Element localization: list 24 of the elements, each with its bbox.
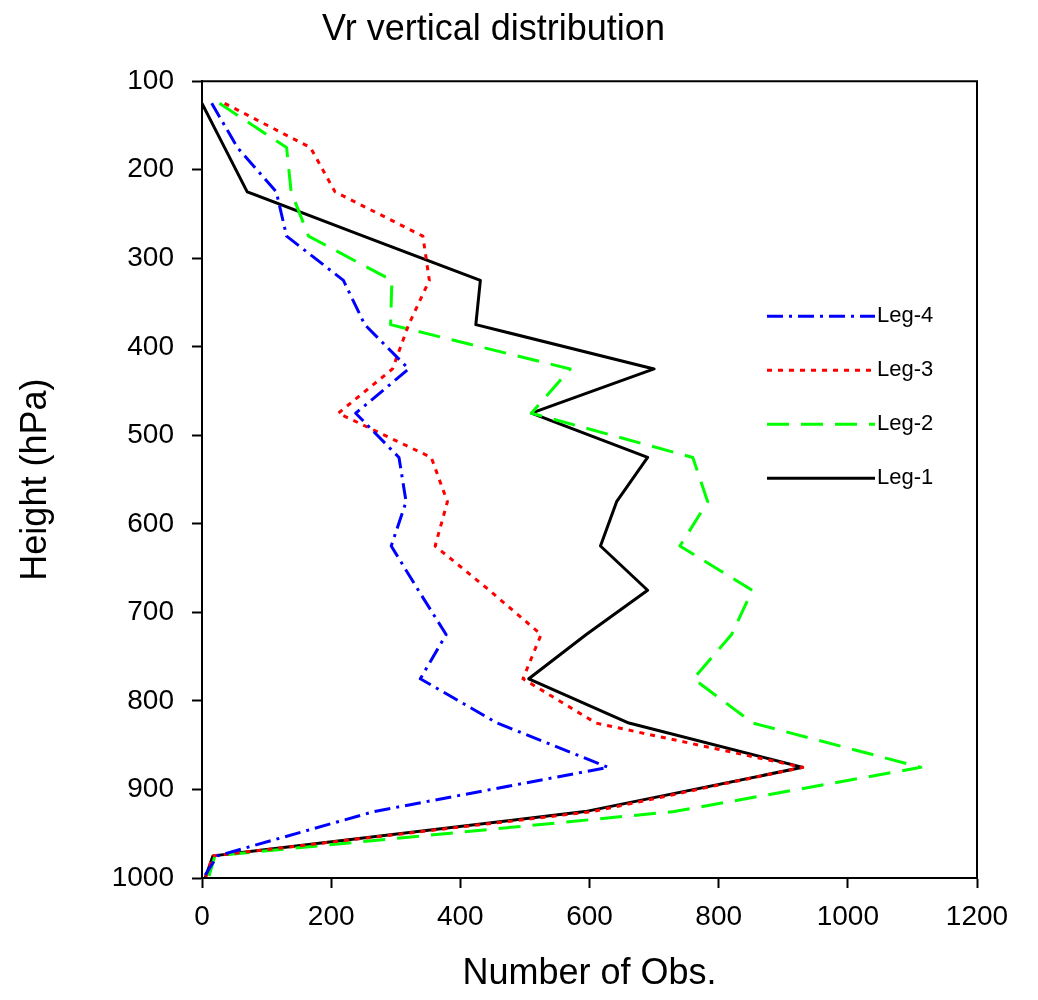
y-tick-label: 400 — [127, 329, 174, 361]
y-tick-label: 600 — [127, 506, 174, 538]
x-tick-label: 1200 — [945, 899, 1009, 931]
y-tick-label: 500 — [127, 418, 174, 450]
x-tick-label: 1000 — [816, 899, 879, 931]
legend-label: Leg-4 — [877, 302, 934, 328]
x-tick-label: 600 — [566, 899, 613, 931]
y-tick-label: 1000 — [111, 860, 174, 892]
legend-label: Leg-2 — [877, 410, 934, 436]
x-axis-title: Number of Obs. — [462, 951, 717, 993]
y-tick-label: 300 — [127, 240, 174, 272]
y-tick-label: 100 — [127, 63, 174, 95]
legend-label: Leg-1 — [877, 464, 934, 490]
x-tick-label: 200 — [307, 899, 355, 931]
x-tick-label: 800 — [695, 899, 743, 931]
x-tick-label: 0 — [194, 899, 210, 931]
y-axis-title: Height (hPa) — [12, 378, 54, 581]
chart-title: Vr vertical distribution — [322, 6, 665, 48]
y-tick-label: 200 — [127, 152, 174, 184]
y-tick-label: 800 — [127, 683, 174, 715]
y-tick-label: 900 — [127, 772, 174, 804]
x-tick-label: 400 — [436, 899, 484, 931]
y-tick-label: 700 — [127, 595, 174, 627]
legend-label: Leg-3 — [877, 356, 934, 382]
